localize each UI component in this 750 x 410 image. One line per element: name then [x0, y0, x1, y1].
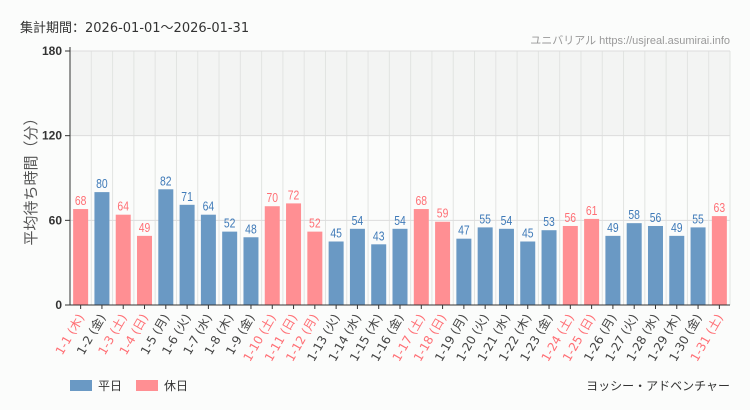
data-label: 63	[714, 201, 726, 215]
legend-holiday-swatch	[136, 380, 159, 391]
data-label: 59	[437, 207, 449, 221]
legend-weekday[interactable]: 平日	[70, 377, 122, 394]
data-label: 82	[160, 174, 172, 188]
bar	[286, 203, 302, 305]
data-label: 70	[266, 191, 278, 205]
bar	[73, 209, 89, 305]
data-label: 45	[522, 226, 534, 240]
bar	[264, 206, 280, 305]
data-label: 55	[479, 212, 491, 226]
bar	[711, 216, 727, 305]
bar	[669, 235, 685, 305]
legend-weekday-swatch	[70, 380, 92, 391]
bar	[179, 204, 195, 305]
bar	[520, 241, 536, 305]
bar	[243, 237, 259, 305]
data-label: 56	[565, 211, 577, 225]
legend-holiday[interactable]: 休日	[136, 377, 188, 394]
data-label: 64	[117, 200, 129, 214]
bar	[562, 225, 578, 305]
attraction-name: ヨッシー・アドベンチャー	[586, 379, 730, 393]
bar	[413, 209, 429, 305]
bar	[222, 231, 238, 305]
data-label: 49	[607, 221, 619, 235]
data-label: 61	[586, 204, 598, 218]
bar	[626, 223, 642, 305]
data-label: 53	[543, 215, 555, 229]
bar	[94, 192, 110, 305]
data-label: 47	[458, 224, 470, 238]
data-label: 52	[309, 217, 321, 231]
data-label: 72	[288, 188, 300, 202]
bar	[647, 225, 663, 305]
y-tick-label: 120	[42, 129, 62, 143]
legend-weekday-label: 平日	[98, 379, 123, 393]
data-label: 54	[352, 214, 364, 228]
period-label: 集計期間：2026-01-01～2026-01-31	[20, 21, 250, 36]
y-tick-label: 180	[42, 44, 62, 58]
bar	[605, 235, 621, 305]
legend: 平日 休日	[70, 377, 188, 394]
y-tick-label: 60	[49, 213, 63, 227]
bar	[392, 228, 408, 305]
data-label: 48	[245, 222, 257, 236]
bar	[328, 241, 344, 305]
data-label: 43	[373, 229, 385, 243]
y-tick-label: 0	[55, 298, 62, 312]
data-label: 55	[692, 212, 704, 226]
data-label: 68	[416, 194, 428, 208]
bar	[541, 230, 557, 305]
bar	[498, 228, 514, 305]
data-label: 45	[330, 226, 342, 240]
site-credit: ユニバリアル https://usjreal.asumirai.info	[530, 35, 730, 47]
bar	[307, 231, 323, 305]
bar	[115, 214, 131, 305]
bar	[456, 238, 472, 305]
data-label: 49	[139, 221, 151, 235]
bar	[349, 228, 365, 305]
bar	[371, 244, 387, 305]
y-axis-title: 平均待ち時間（分）	[22, 110, 40, 245]
bar	[690, 227, 706, 305]
data-label: 54	[501, 214, 513, 228]
data-label: 64	[203, 200, 215, 214]
data-label: 54	[394, 214, 406, 228]
data-label: 58	[628, 208, 640, 222]
bar	[137, 235, 153, 305]
bar	[584, 218, 600, 305]
bar	[158, 189, 174, 305]
data-label: 49	[671, 221, 683, 235]
data-label: 80	[96, 177, 108, 191]
data-label: 56	[650, 211, 662, 225]
data-label: 68	[75, 194, 87, 208]
data-label: 71	[181, 190, 193, 204]
bar	[200, 214, 216, 305]
bar	[477, 227, 493, 305]
bar	[435, 221, 451, 305]
high-band	[70, 51, 730, 136]
legend-holiday-label: 休日	[164, 379, 189, 393]
data-label: 52	[224, 217, 236, 231]
